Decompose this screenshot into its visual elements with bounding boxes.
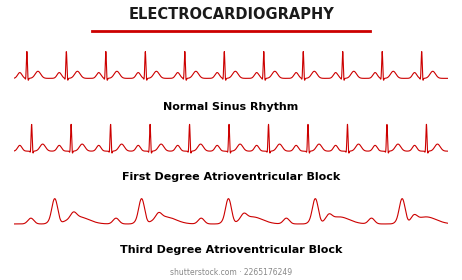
Text: ELECTROCARDIOGRAPHY: ELECTROCARDIOGRAPHY — [128, 7, 334, 22]
Text: Normal Sinus Rhythm: Normal Sinus Rhythm — [164, 102, 298, 112]
Text: First Degree Atrioventricular Block: First Degree Atrioventricular Block — [122, 172, 340, 182]
Text: shutterstock.com · 2265176249: shutterstock.com · 2265176249 — [170, 268, 292, 277]
Text: Third Degree Atrioventricular Block: Third Degree Atrioventricular Block — [120, 245, 342, 255]
